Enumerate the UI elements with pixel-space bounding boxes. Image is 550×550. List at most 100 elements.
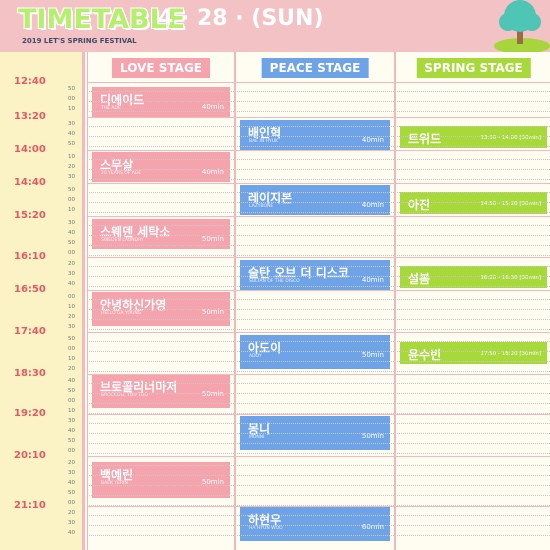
minute-gridline <box>87 309 550 310</box>
minute-label: 50 <box>68 388 75 394</box>
spring-slot: 설봄 16:20 - 16:50 [30min] <box>400 266 547 288</box>
minute-gridline <box>87 525 550 526</box>
minute-label: 30 <box>68 418 75 424</box>
header: TIMETABLE 4 · 28 · (SUN) 2019 LET'S SPRI… <box>0 0 550 52</box>
minute-gridline <box>87 266 550 267</box>
minute-gridline <box>87 101 550 102</box>
set-duration: 16:20 - 16:50 [30min] <box>480 275 541 281</box>
time-separator <box>82 52 85 550</box>
event-date: 4 · 28 · (SUN) <box>158 6 324 31</box>
minute-gridline <box>87 383 550 384</box>
minute-gridline <box>87 286 550 287</box>
set-duration: 40min <box>201 168 224 176</box>
time-label: 20:10 <box>14 450 46 461</box>
minute-label: 30 <box>68 324 75 330</box>
minute-gridline <box>87 212 550 213</box>
time-label: 17:40 <box>14 326 46 337</box>
hour-gridline <box>87 183 550 184</box>
set-duration: 50min <box>201 235 224 243</box>
page-title: TIMETABLE <box>18 4 186 35</box>
hour-gridline <box>87 332 550 333</box>
minute-label: 50 <box>68 86 75 92</box>
minute-gridline <box>87 245 550 246</box>
set-duration: 40min <box>201 103 224 111</box>
minute-gridline <box>87 475 550 476</box>
artist-name-en: HELLO GA YOUNG <box>101 311 142 316</box>
hour-gridline <box>87 290 550 291</box>
minute-gridline <box>87 433 550 434</box>
set-duration: 14:50 - 15:20 [30min] <box>480 201 541 207</box>
minute-gridline <box>87 423 550 424</box>
set-duration: 50min <box>361 351 384 359</box>
time-label: 14:40 <box>14 177 46 188</box>
minute-label: 00 <box>68 96 75 102</box>
minute-gridline <box>87 91 550 92</box>
minute-gridline <box>87 225 550 226</box>
time-label: 19:20 <box>14 408 46 419</box>
artist-name: 디에이드 <box>100 93 145 107</box>
minute-label: 10 <box>68 408 75 414</box>
minute-gridline <box>87 276 550 277</box>
minute-gridline <box>87 299 550 300</box>
minute-label: 00 <box>68 346 75 352</box>
minute-gridline <box>87 146 550 147</box>
minute-label: 20 <box>68 460 75 466</box>
hour-gridline <box>87 216 550 217</box>
minute-gridline <box>87 495 550 496</box>
artist-name: 설봄 <box>408 272 431 286</box>
artist-name-en: BAEK YERIN <box>101 481 128 486</box>
festival-subtitle: 2019 LET'S SPRING FESTIVAL <box>22 37 137 45</box>
minute-gridline <box>87 485 550 486</box>
minute-gridline <box>87 465 550 466</box>
minute-label: 10 <box>68 304 75 310</box>
minute-gridline <box>87 535 550 536</box>
minute-label: 50 <box>68 336 75 342</box>
minute-label: 40 <box>68 530 75 536</box>
minute-label: 40 <box>68 281 75 287</box>
minute-gridline <box>87 453 550 454</box>
minute-label: 00 <box>68 250 75 256</box>
spring-slot: 아진 14:50 - 15:20 [30min] <box>400 192 547 214</box>
hour-gridline <box>87 82 550 83</box>
minute-label: 50 <box>68 490 75 496</box>
love-stage-header: LOVE STAGE <box>112 58 210 78</box>
set-duration: 40min <box>361 136 384 144</box>
minute-label: 50 <box>68 438 75 444</box>
set-duration: 50min <box>201 390 224 398</box>
minute-label: 30 <box>68 121 75 127</box>
minute-gridline <box>87 126 550 127</box>
minute-label: 40 <box>68 378 75 384</box>
minute-label: 30 <box>68 520 75 526</box>
minute-gridline <box>87 202 550 203</box>
minute-gridline <box>87 351 550 352</box>
minute-label: 40 <box>68 480 75 486</box>
minute-label: 30 <box>68 271 75 277</box>
minute-label: 10 <box>68 207 75 213</box>
time-label: 14:00 <box>14 144 46 155</box>
minute-label: 00 <box>68 398 75 404</box>
minute-gridline <box>87 443 550 444</box>
stage-grid: LOVE STAGE 디에이드 THE ADE 40min 스무살 20 YEARS O… <box>87 52 550 550</box>
minute-gridline <box>87 371 550 372</box>
minute-label: 20 <box>68 366 75 372</box>
hour-gridline <box>87 374 550 375</box>
artist-name: 트위드 <box>408 132 442 146</box>
minute-gridline <box>87 505 550 506</box>
spring-slot: 트위드 13:30 - 14:00 [30min] <box>400 126 547 148</box>
minute-label: 50 <box>68 240 75 246</box>
time-label: 18:30 <box>14 368 46 379</box>
set-duration: 60min <box>361 523 384 531</box>
hour-gridline <box>87 150 550 151</box>
hour-gridline <box>87 506 550 507</box>
minute-gridline <box>87 329 550 330</box>
time-label: 21:10 <box>14 500 46 511</box>
minute-label: 00 <box>68 197 75 203</box>
artist-name: 레이지본 <box>248 191 293 205</box>
love-slot: 백예린 BAEK YERIN 50min <box>92 462 230 498</box>
minute-gridline <box>87 169 550 170</box>
time-column <box>0 52 82 550</box>
artist-name-en: LAZYBONE <box>249 204 274 209</box>
artist-name-en: BROCCOLI, YOU TOO <box>101 393 148 398</box>
set-duration: 40min <box>361 276 384 284</box>
artist-name-en: HA HYUN WOO <box>249 526 283 531</box>
